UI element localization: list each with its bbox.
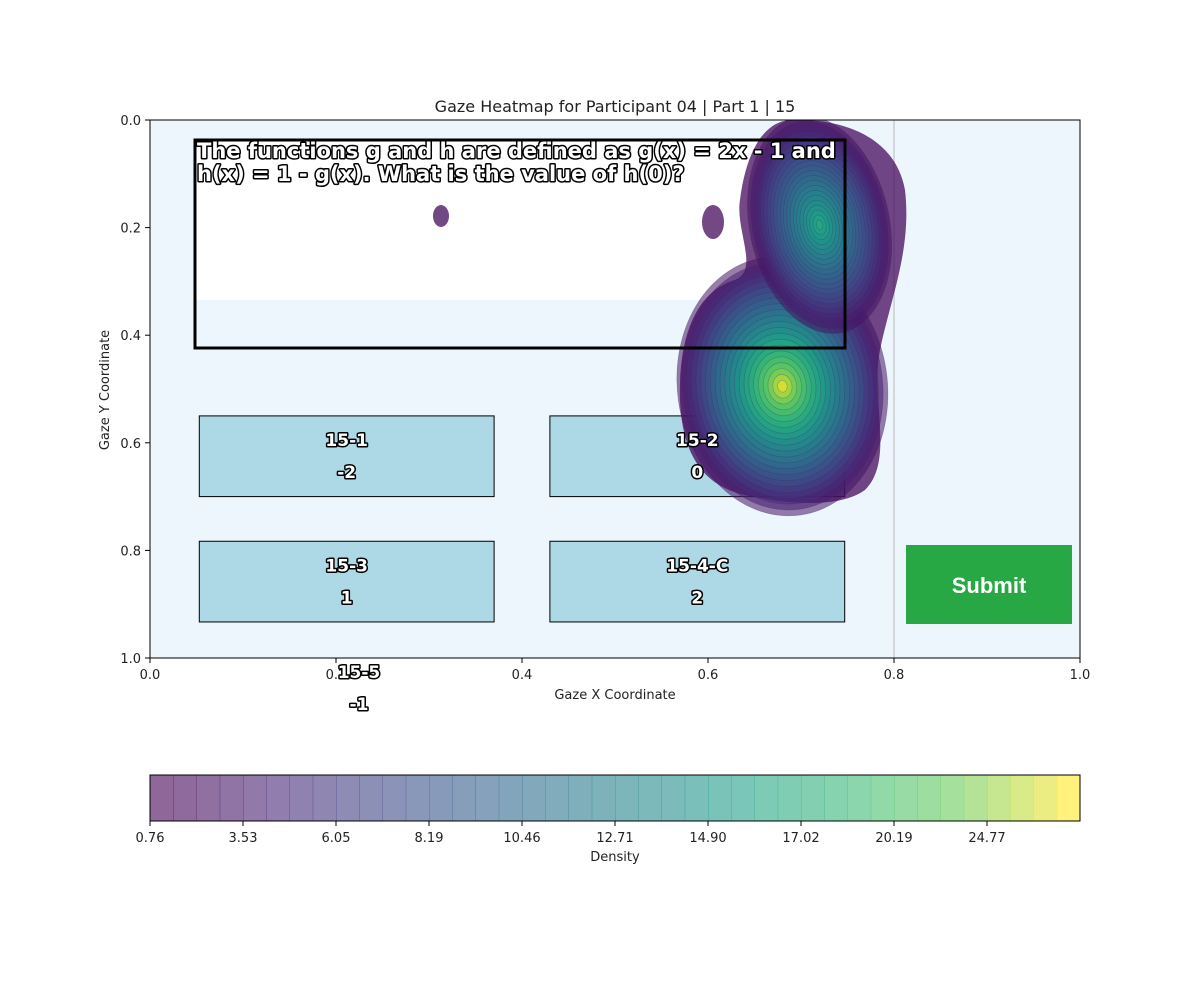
colorbar-segment (963, 775, 988, 821)
colorbar-tick-label: 14.90 (689, 831, 726, 846)
colorbar-segment (777, 775, 802, 821)
x-tick-label: 0.0 (140, 668, 161, 683)
colorbar-segment (150, 775, 174, 821)
colorbar-segment (708, 775, 732, 821)
density-contour (777, 380, 788, 393)
colorbar-tick-label: 20.19 (875, 831, 912, 846)
colorbar-segment (731, 775, 755, 821)
option-value-15-5: -1 (350, 695, 369, 715)
colorbar-segment (568, 775, 593, 821)
chart-title: Gaze Heatmap for Participant 04 | Part 1… (435, 97, 796, 116)
colorbar-segment (382, 775, 407, 821)
colorbar-tick-label: 8.19 (415, 831, 444, 846)
option-box-15-4-C[interactable] (549, 540, 846, 623)
colorbar-segment (870, 775, 895, 821)
option-value-15-4-C: 2 (691, 588, 703, 608)
x-axis: 0.0 0.2 0.4 0.6 0.8 1.0 (140, 658, 1091, 683)
colorbar-segment (847, 775, 872, 821)
colorbar-segment (661, 775, 686, 821)
colorbar-segment (336, 775, 360, 821)
question-line-2: h(x) = 1 - g(x). What is the value of h(… (197, 162, 684, 186)
option-labels: 15-1 -2 15-2 0 15-3 1 15-4-C 2 (324, 429, 730, 609)
colorbar-segment (545, 775, 569, 821)
option-box-15-1[interactable] (198, 415, 495, 498)
colorbar-segment (429, 775, 453, 821)
option-value-15-2: 0 (691, 463, 703, 483)
colorbar-segment (522, 775, 546, 821)
colorbar-segment (243, 775, 267, 821)
colorbar-tick-label: 10.46 (503, 831, 540, 846)
colorbar-segment (359, 775, 383, 821)
colorbar-segment (289, 775, 314, 821)
colorbar-segment (452, 775, 476, 821)
colorbar-segment (615, 775, 639, 821)
colorbar-segment (894, 775, 918, 821)
colorbar-segment (173, 775, 197, 821)
colorbar-segment (196, 775, 221, 821)
colorbar-segment (824, 775, 848, 821)
option-id-15-2: 15-2 (676, 431, 719, 451)
colorbar-segment (917, 775, 941, 821)
y-axis-label: Gaze Y Coordinate (98, 330, 113, 450)
axes-frame (149, 119, 1081, 659)
option-id-15-3: 15-3 (325, 556, 368, 576)
colorbar-segment (405, 775, 430, 821)
x-axis-label: Gaze X Coordinate (554, 688, 675, 703)
x-tick-label: 0.8 (884, 668, 905, 683)
x-tick-label: 0.4 (512, 668, 533, 683)
colorbar-tick-label: 3.53 (229, 831, 258, 846)
option-value-15-1: -2 (337, 463, 356, 483)
colorbar-tick-label: 17.02 (782, 831, 819, 846)
colorbar-segment (754, 775, 779, 821)
option-id-15-5: 15-5 (338, 663, 381, 683)
colorbar-segment (1033, 775, 1058, 821)
y-tick-label: 0.0 (120, 114, 141, 129)
colorbar-segment (591, 775, 616, 821)
question-line-1: The functions g and h are defined as g(x… (197, 139, 836, 163)
y-axis: 0.0 0.2 0.4 0.6 0.8 1.0 (120, 114, 150, 667)
density-contour (816, 219, 824, 231)
colorbar-segment (1056, 775, 1081, 821)
option-box-15-3[interactable] (198, 540, 495, 623)
submit-button[interactable] (906, 545, 1072, 624)
colorbar-segment (940, 775, 965, 821)
option-value-15-3: 1 (341, 588, 353, 608)
submit-label: Submit (952, 573, 1027, 598)
x-tick-label: 1.0 (1070, 668, 1091, 683)
colorbar-segment (475, 775, 500, 821)
x-tick-label: 0.6 (698, 668, 719, 683)
colorbar-tick-label: 12.71 (596, 831, 633, 846)
colorbar-segment (219, 775, 244, 821)
colorbar-segment (987, 775, 1011, 821)
question-box (193, 138, 847, 350)
x-tick-label: 0.2 (326, 668, 347, 683)
colorbar-segment (498, 775, 523, 821)
y-tick-label: 0.2 (120, 222, 141, 237)
colorbar: 0.76 3.53 6.05 8.19 10.46 12.71 14.90 17.02 20.1… (136, 774, 1081, 846)
colorbar-segment (312, 775, 337, 821)
option-15-5-label: 15-5 -1 (336, 662, 382, 717)
option-id-15-4-C: 15-4-C (666, 556, 728, 576)
colorbar-tick-label: 6.05 (322, 831, 351, 846)
colorbar-segment (266, 775, 290, 821)
density-blob (702, 205, 724, 239)
colorbar-segment (1010, 775, 1034, 821)
colorbar-segment (801, 775, 825, 821)
y-tick-label: 0.8 (120, 544, 141, 559)
density-blob (433, 205, 449, 227)
option-id-15-1: 15-1 (325, 431, 368, 451)
colorbar-segment (638, 775, 662, 821)
colorbar-label: Density (590, 850, 640, 865)
y-tick-label: 0.4 (120, 329, 141, 344)
colorbar-segment (684, 775, 709, 821)
y-tick-label: 1.0 (120, 652, 141, 667)
colorbar-tick-label: 24.77 (968, 831, 1005, 846)
colorbar-tick-label: 0.76 (136, 831, 165, 846)
y-tick-label: 0.6 (120, 437, 141, 452)
